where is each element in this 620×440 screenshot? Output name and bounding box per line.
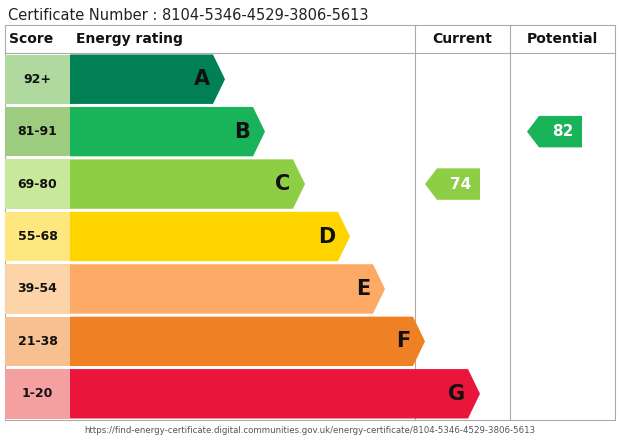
Polygon shape xyxy=(527,116,582,147)
Text: 81-91: 81-91 xyxy=(17,125,58,138)
Polygon shape xyxy=(70,369,480,418)
Bar xyxy=(5,317,70,366)
Text: D: D xyxy=(317,227,335,246)
Text: 55-68: 55-68 xyxy=(17,230,58,243)
Bar xyxy=(5,264,70,314)
Polygon shape xyxy=(70,264,385,314)
Text: 74: 74 xyxy=(450,176,471,191)
Text: 69-80: 69-80 xyxy=(17,178,58,191)
Text: G: G xyxy=(448,384,465,404)
Polygon shape xyxy=(70,159,305,209)
Bar xyxy=(5,212,70,261)
Text: 21-38: 21-38 xyxy=(17,335,58,348)
Text: Score: Score xyxy=(9,32,53,46)
Bar xyxy=(5,55,70,104)
Bar xyxy=(5,107,70,156)
Text: A: A xyxy=(194,69,210,89)
Text: F: F xyxy=(396,331,410,352)
Text: Potential: Potential xyxy=(527,32,598,46)
Text: Current: Current xyxy=(433,32,492,46)
Polygon shape xyxy=(70,107,265,156)
Bar xyxy=(5,25,615,420)
Text: B: B xyxy=(234,121,250,142)
Bar xyxy=(5,159,70,209)
Polygon shape xyxy=(70,212,350,261)
Polygon shape xyxy=(70,55,225,104)
Text: Energy rating: Energy rating xyxy=(76,32,183,46)
Text: https://find-energy-certificate.digital.communities.gov.uk/energy-certificate/81: https://find-energy-certificate.digital.… xyxy=(84,426,536,435)
Text: 39-54: 39-54 xyxy=(17,282,58,295)
Polygon shape xyxy=(425,169,480,200)
Bar xyxy=(5,369,70,418)
Text: 82: 82 xyxy=(552,124,573,139)
Text: 92+: 92+ xyxy=(24,73,51,86)
Text: 1-20: 1-20 xyxy=(22,387,53,400)
Text: E: E xyxy=(356,279,370,299)
Text: Certificate Number : 8104-5346-4529-3806-5613: Certificate Number : 8104-5346-4529-3806… xyxy=(8,8,368,23)
Polygon shape xyxy=(70,317,425,366)
Text: C: C xyxy=(275,174,290,194)
